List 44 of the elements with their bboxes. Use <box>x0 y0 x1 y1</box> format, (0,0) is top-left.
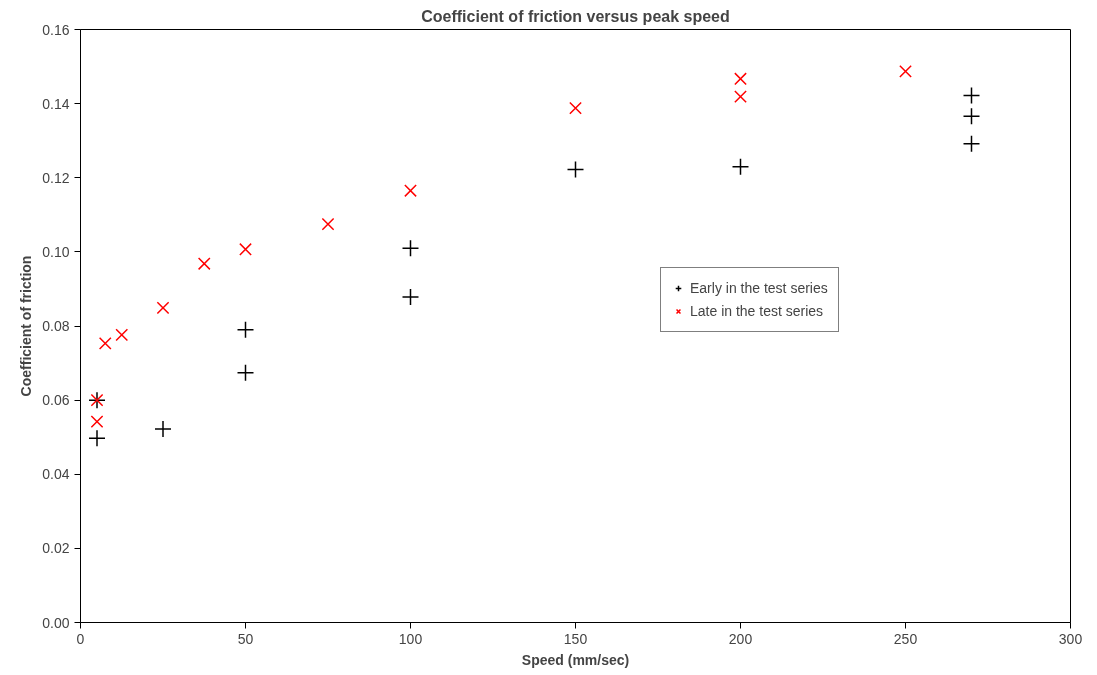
point <box>88 429 106 448</box>
y-tick-label: 0.04 <box>42 466 70 483</box>
point <box>962 107 981 125</box>
point <box>566 160 585 179</box>
point <box>115 328 129 342</box>
legend-label: Late in the test series <box>690 303 824 319</box>
x-axis-title: Speed (mm/sec) <box>521 651 630 668</box>
point <box>239 242 252 256</box>
point <box>197 257 211 271</box>
point <box>401 288 420 306</box>
point <box>321 217 335 231</box>
point <box>236 363 255 382</box>
point <box>156 301 170 315</box>
x-tick-label: 0 <box>76 630 85 647</box>
y-tick-label: 0.16 <box>42 21 70 38</box>
y-tick-label: 0.02 <box>42 540 70 557</box>
point <box>734 90 747 103</box>
x-tick-label: 300 <box>1058 630 1083 647</box>
point <box>962 134 981 153</box>
point <box>731 157 750 176</box>
legend-label: Early in the test series <box>690 280 828 296</box>
x-tick-label: 150 <box>563 630 588 647</box>
point <box>90 415 104 429</box>
point <box>962 86 981 105</box>
x-tick-label: 250 <box>893 630 918 647</box>
y-tick-label: 0.08 <box>42 318 70 334</box>
point <box>401 239 420 257</box>
point <box>236 320 255 339</box>
x-tick-label: 200 <box>728 630 753 647</box>
point <box>899 64 912 78</box>
y-tick-label: 0.12 <box>42 169 70 186</box>
y-tick-label: 0.06 <box>42 392 70 409</box>
y-tick-label: 0.00 <box>42 614 70 631</box>
point <box>98 337 112 350</box>
chart-title: Coefficient of friction versus peak speed <box>421 7 730 25</box>
y-axis-title: Coefficient of friction <box>18 255 35 397</box>
point <box>404 184 417 198</box>
point <box>734 72 747 86</box>
x-tick-label: 50 <box>237 630 254 647</box>
point <box>569 101 582 115</box>
y-tick-label: 0.14 <box>42 95 70 112</box>
y-tick-label: 0.10 <box>42 243 70 260</box>
x-tick-label: 100 <box>398 630 423 647</box>
point <box>154 420 172 438</box>
